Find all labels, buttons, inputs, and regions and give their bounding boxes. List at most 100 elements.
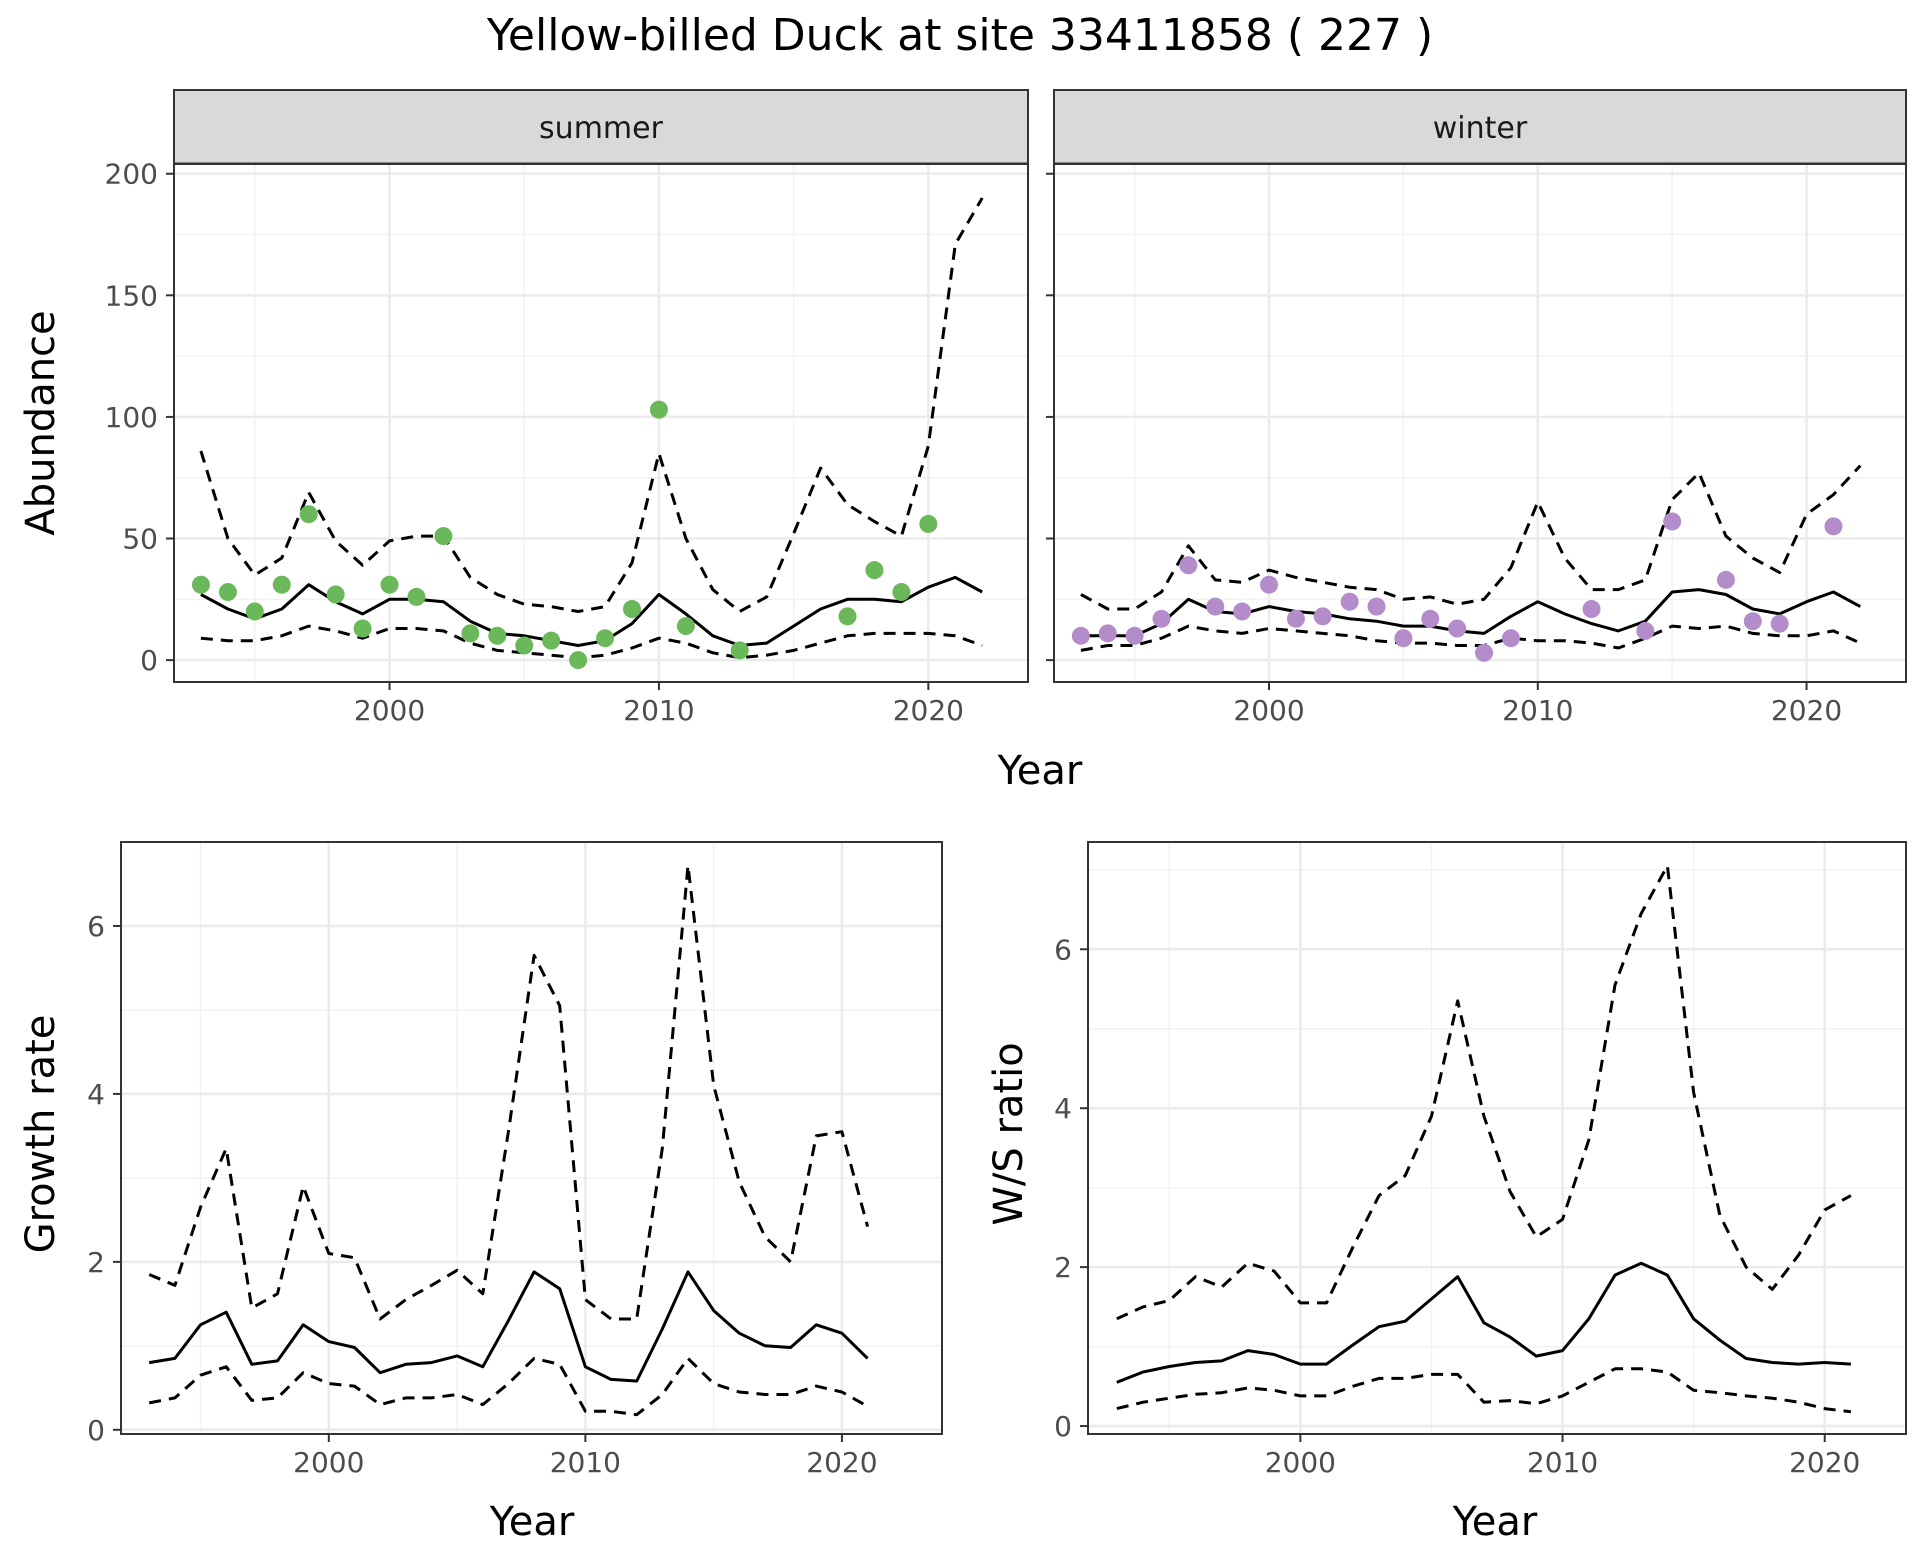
observed-point	[1152, 609, 1171, 628]
series-line-mean	[1116, 1261, 1851, 1384]
observed-point	[892, 583, 911, 602]
observed-point	[1340, 592, 1359, 611]
observed-point	[272, 575, 291, 594]
observed-point	[1716, 570, 1735, 589]
observed-point	[622, 600, 641, 619]
panel-background	[1088, 842, 1906, 1434]
observed-point	[1071, 626, 1090, 645]
observed-point	[1098, 624, 1117, 643]
x-tick-label: 2000	[1233, 694, 1304, 727]
panel-background	[1054, 164, 1906, 682]
y-tick-label: 2	[1054, 1251, 1072, 1284]
ratio-y-axis-title: W/S ratio	[986, 1042, 1032, 1225]
observed-point	[919, 514, 938, 533]
growth-rate-panel: 2000 2010 2020 0 2 4 6	[87, 841, 943, 1479]
series-line-lower	[1116, 1367, 1852, 1414]
y-tick-label: 4	[1054, 1092, 1072, 1125]
observed-point	[865, 561, 884, 580]
x-tick-label: 2010	[1527, 1446, 1598, 1479]
observed-point	[1206, 597, 1225, 616]
observed-point	[1743, 612, 1762, 631]
y-tick-label: 200	[105, 158, 158, 191]
ws-ratio-panel: 2000 2010 2020 0 2 4 6	[1054, 841, 1907, 1479]
observed-point	[515, 636, 534, 655]
observed-point	[353, 619, 372, 638]
series-line-upper	[1116, 864, 1852, 1321]
y-tick-label: 6	[1054, 933, 1072, 966]
observed-point	[488, 626, 507, 645]
observed-point	[1286, 609, 1305, 628]
top-y-axis-title: Abundance	[18, 310, 64, 535]
growth-y-axis-title: Growth rate	[18, 1015, 64, 1254]
panel-border	[1053, 163, 1907, 683]
y-tick-label: 150	[105, 279, 158, 312]
observed-point	[596, 629, 615, 648]
y-tick-label: 0	[1054, 1410, 1072, 1443]
observed-point	[218, 583, 237, 602]
growth-x-axis-title: Year	[489, 1499, 575, 1545]
winter-panel: winter 2000 2010 2020	[1046, 89, 1907, 727]
panel-border	[173, 163, 1029, 683]
observed-point	[1824, 517, 1843, 536]
observed-point	[1421, 609, 1440, 628]
y-tick-label: 6	[87, 910, 105, 943]
series-line-upper	[199, 197, 984, 613]
y-tick-label: 2	[87, 1246, 105, 1279]
observed-point	[407, 587, 426, 606]
observed-point	[1367, 597, 1386, 616]
y-tick-label: 50	[122, 523, 158, 556]
observed-point	[676, 617, 695, 636]
observed-point	[1582, 600, 1601, 619]
observed-point	[380, 575, 399, 594]
y-tick-label: 100	[105, 401, 158, 434]
observed-point	[1394, 629, 1413, 648]
observed-point	[569, 651, 588, 670]
x-tick-label: 2010	[1502, 694, 1573, 727]
x-tick-label: 2020	[1789, 1446, 1860, 1479]
series-line-lower	[200, 624, 983, 660]
panel-border	[1087, 841, 1907, 1435]
series-line-lower	[1080, 624, 1861, 652]
x-tick-label: 2010	[550, 1446, 621, 1479]
observed-point	[191, 575, 210, 594]
observed-point	[1179, 556, 1198, 575]
series-line-mean	[148, 1270, 869, 1383]
observed-point	[299, 505, 318, 524]
panel-background	[174, 164, 1028, 682]
observed-point	[461, 624, 480, 643]
observed-point	[730, 641, 749, 660]
observed-point	[1125, 626, 1144, 645]
observed-point	[1233, 602, 1252, 621]
facet-strip-label: summer	[539, 111, 664, 146]
top-x-axis-title: Year	[997, 748, 1083, 794]
observed-point	[434, 527, 453, 546]
observed-point	[1501, 629, 1520, 648]
y-tick-label: 0	[140, 644, 158, 677]
series-line-lower	[148, 1356, 869, 1417]
x-tick-label: 2000	[293, 1446, 364, 1479]
ratio-x-axis-title: Year	[1452, 1499, 1538, 1545]
x-tick-label: 2020	[893, 694, 964, 727]
panel-border	[120, 841, 943, 1435]
x-tick-label: 2020	[1771, 694, 1842, 727]
observed-point	[245, 602, 264, 621]
summer-panel: summer 2000 2010 2020 0 50 100 150 200	[105, 89, 1029, 727]
observed-point	[1663, 512, 1682, 531]
observed-point	[1313, 607, 1332, 626]
x-tick-label: 2000	[1265, 1446, 1336, 1479]
facet-strip	[173, 89, 1029, 165]
observed-point	[326, 585, 345, 604]
series-line-upper	[1080, 464, 1862, 611]
observed-point	[649, 400, 668, 419]
figure-title: Yellow-billed Duck at site 33411858 ( 22…	[486, 10, 1433, 61]
observed-point	[1770, 614, 1789, 633]
observed-point	[1636, 621, 1655, 640]
x-tick-label: 2010	[623, 694, 694, 727]
x-tick-label: 2020	[806, 1446, 877, 1479]
observed-point	[838, 607, 857, 626]
series-line-upper	[148, 864, 870, 1321]
facet-strip-label: winter	[1433, 111, 1528, 146]
y-tick-label: 0	[87, 1414, 105, 1447]
x-tick-label: 2000	[354, 694, 425, 727]
